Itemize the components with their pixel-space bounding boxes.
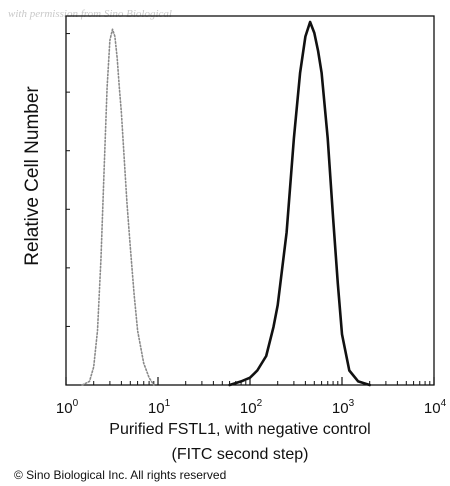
x-tick-label-base: 10 xyxy=(56,400,73,417)
x-axis-ticks: 100 101 102 103 104 xyxy=(56,377,447,417)
watermark-text: with permission from Sino Biological xyxy=(8,8,172,20)
x-tick-label-4: 104 xyxy=(424,398,447,417)
fstl1-histogram xyxy=(228,20,371,387)
x-axis-label-line2: (FITC second step) xyxy=(171,446,309,463)
x-tick-label-1: 101 xyxy=(148,398,171,417)
x-tick-label-base: 10 xyxy=(424,400,441,417)
x-tick-label-base: 10 xyxy=(148,400,165,417)
plot-frame xyxy=(65,15,435,386)
x-tick-label-3: 103 xyxy=(332,398,355,417)
negative-control-histogram xyxy=(81,28,155,386)
x-tick-label-base: 10 xyxy=(332,400,349,417)
axes-frame xyxy=(65,15,435,386)
y-axis-ticks xyxy=(66,33,70,327)
x-tick-label-0: 100 xyxy=(56,398,79,417)
x-axis-label-line1: Purified FSTL1, with negative control xyxy=(109,421,371,438)
copyright-notice: © Sino Biological Inc. All rights reserv… xyxy=(14,468,227,482)
x-tick-label-base: 10 xyxy=(240,400,257,417)
x-tick-label-2: 102 xyxy=(240,398,263,417)
x-tick-label-exponent: 4 xyxy=(441,398,447,409)
x-tick-label-exponent: 2 xyxy=(257,398,263,409)
x-tick-label-exponent: 0 xyxy=(73,398,79,409)
x-tick-label-exponent: 1 xyxy=(165,398,171,409)
x-tick-label-exponent: 3 xyxy=(349,398,355,409)
series-layer xyxy=(81,20,371,387)
